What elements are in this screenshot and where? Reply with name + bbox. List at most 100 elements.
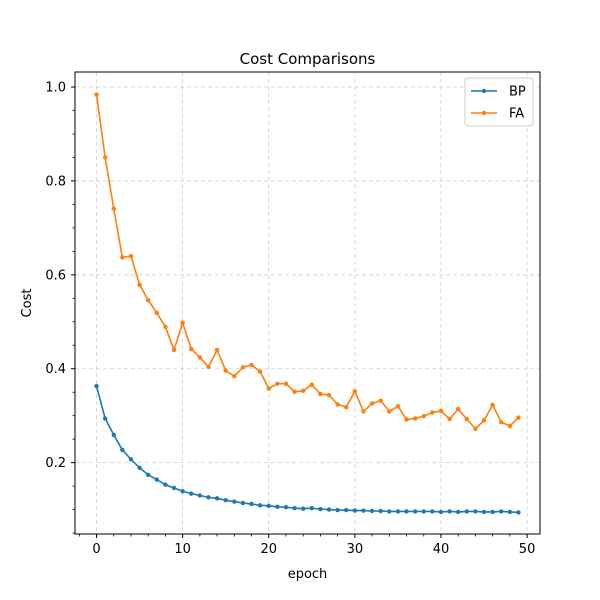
data-point-bp (197, 493, 203, 498)
x-tick-label: 0 (92, 542, 100, 557)
data-point-fa (404, 417, 409, 422)
data-point-bp (283, 505, 289, 510)
data-point-bp (232, 499, 237, 504)
data-point-fa (266, 386, 271, 391)
x-axis-label: epoch (288, 567, 328, 582)
data-point-bp (507, 509, 513, 515)
data-point-bp (481, 509, 487, 515)
data-point-fa (455, 406, 461, 412)
legend-label-bp: BP (509, 85, 526, 100)
x-tick-label: 30 (347, 542, 364, 557)
legend-box (464, 77, 534, 127)
data-point-fa (481, 418, 487, 423)
data-point-bp (111, 432, 116, 438)
data-point-bp (361, 508, 366, 513)
data-point-bp (154, 477, 160, 482)
data-point-fa (412, 416, 418, 421)
data-point-fa (275, 381, 280, 386)
data-point-bp (404, 509, 409, 514)
legend-label-fa: FA (509, 107, 524, 122)
data-point-fa (137, 282, 142, 287)
data-point-fa (257, 369, 263, 374)
data-point-bp (102, 416, 108, 421)
x-tick-label: 20 (260, 542, 277, 557)
legend: BP FA (464, 77, 534, 127)
data-point-fa (102, 155, 108, 160)
data-point-fa (369, 401, 375, 406)
data-point-fa (300, 388, 306, 393)
x-tick-label: 40 (433, 542, 450, 557)
data-point-fa (223, 368, 228, 373)
y-axis-label: Cost (20, 289, 35, 318)
data-point-bp (137, 465, 142, 470)
data-point-fa (180, 320, 185, 325)
x-tick-label: 50 (519, 542, 536, 557)
data-point-fa (171, 347, 177, 353)
data-point-fa (120, 255, 125, 260)
data-point-bp (189, 491, 194, 496)
data-point-fa (283, 381, 289, 386)
data-point-fa (490, 402, 495, 408)
data-point-fa (361, 409, 366, 414)
plot-series (94, 92, 521, 515)
data-point-bp (309, 505, 315, 511)
data-point-fa (214, 347, 220, 353)
data-point-fa (145, 297, 151, 303)
data-point-bp (275, 504, 280, 509)
plot-area-frame (74, 71, 541, 535)
data-point-fa (421, 413, 426, 419)
data-point-bp (473, 509, 478, 514)
data-point-bp (128, 457, 134, 462)
data-point-bp (145, 472, 151, 478)
data-point-bp (223, 497, 228, 503)
data-point-fa (292, 389, 297, 394)
data-point-bp (387, 509, 392, 514)
data-point-bp (421, 509, 426, 514)
data-point-bp (516, 510, 521, 515)
data-point-bp (214, 496, 220, 501)
data-point-fa (395, 404, 401, 409)
data-point-bp (163, 482, 168, 487)
data-point-bp (120, 447, 125, 453)
data-point-bp (335, 507, 340, 513)
data-point-bp (369, 508, 375, 514)
data-point-bp (447, 509, 452, 514)
data-point-bp (412, 509, 418, 514)
legend-marker-fa (481, 110, 487, 116)
series-bp (94, 383, 521, 515)
y-tick-label: 1.0 (45, 81, 66, 96)
data-point-fa (499, 420, 504, 425)
data-point-fa (249, 362, 254, 368)
data-point-fa (378, 398, 383, 403)
data-point-fa (197, 355, 203, 360)
data-point-bp (438, 509, 444, 515)
data-point-fa (128, 253, 134, 259)
data-point-bp (249, 501, 254, 507)
legend-marker-bp (481, 88, 487, 94)
data-point-fa (326, 392, 332, 398)
series-fa (94, 92, 521, 432)
data-point-bp (490, 509, 495, 515)
data-point-fa (387, 409, 392, 414)
axis-ticks: 0 10 20 30 40 50 0.2 0.4 0.6 0.8 1.0 (45, 81, 535, 557)
data-point-bp (344, 507, 349, 513)
data-point-bp (257, 503, 263, 508)
data-point-fa (318, 391, 323, 397)
data-point-fa (464, 416, 470, 422)
data-point-fa (189, 346, 194, 352)
y-tick-label: 0.8 (45, 174, 66, 189)
data-point-bp (464, 509, 470, 514)
data-point-bp (352, 508, 358, 513)
data-point-bp (206, 495, 211, 500)
data-point-bp (395, 509, 401, 514)
data-point-bp (180, 489, 185, 494)
data-point-fa (447, 416, 452, 422)
chart-title: Cost Comparisons (240, 50, 376, 68)
data-point-bp (292, 505, 297, 511)
data-point-fa (206, 364, 211, 370)
data-point-fa (335, 402, 340, 407)
data-point-bp (378, 508, 383, 514)
data-point-fa (94, 92, 99, 97)
data-point-fa (309, 382, 315, 387)
